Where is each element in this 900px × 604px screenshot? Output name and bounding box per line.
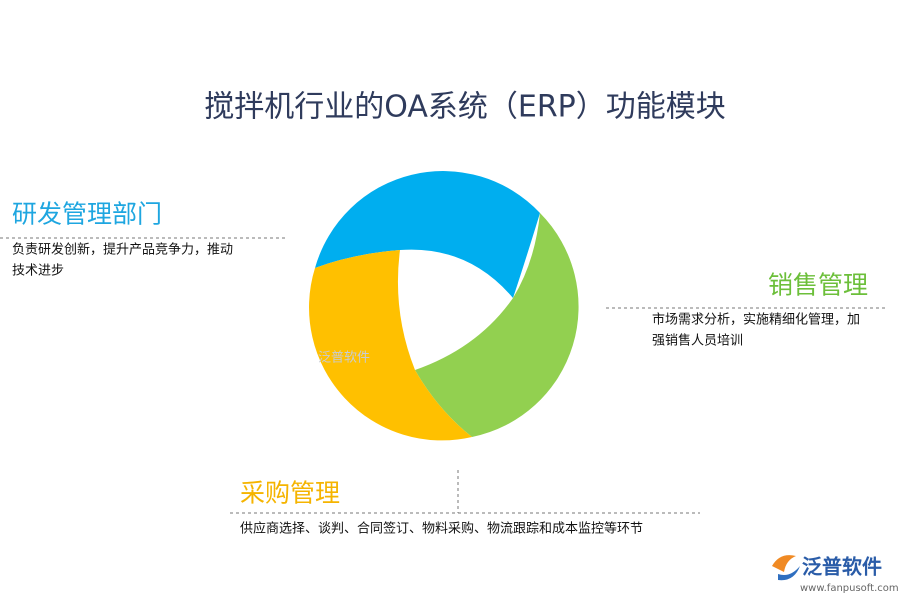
section-heading: 销售管理 xyxy=(768,271,868,300)
segment-purchase xyxy=(309,250,472,441)
section-heading: 采购管理 xyxy=(240,479,340,508)
section-text: 市场需求分析，实施精细化管理，加 xyxy=(652,312,860,328)
section-text: 强销售人员培训 xyxy=(652,333,743,349)
section-heading: 研发管理部门 xyxy=(12,200,162,229)
watermark: 泛普软件 xyxy=(318,351,370,366)
segment-rd xyxy=(315,171,540,298)
logo-name: 泛普软件 xyxy=(802,555,882,579)
logo-url: www.fanpusoft.com xyxy=(800,583,899,594)
title: 搅拌机行业的OA系统（ERP）功能模块 xyxy=(204,90,726,125)
section-text: 供应商选择、谈判、合同签订、物料采购、物流跟踪和成本监控等环节 xyxy=(240,521,643,537)
section-text: 技术进步 xyxy=(12,264,64,279)
logo-icon xyxy=(772,555,796,572)
section-text: 负责研发创新，提升产品竞争力，推动 xyxy=(12,242,233,258)
segment-sales xyxy=(415,213,579,437)
logo-icon xyxy=(778,566,800,581)
